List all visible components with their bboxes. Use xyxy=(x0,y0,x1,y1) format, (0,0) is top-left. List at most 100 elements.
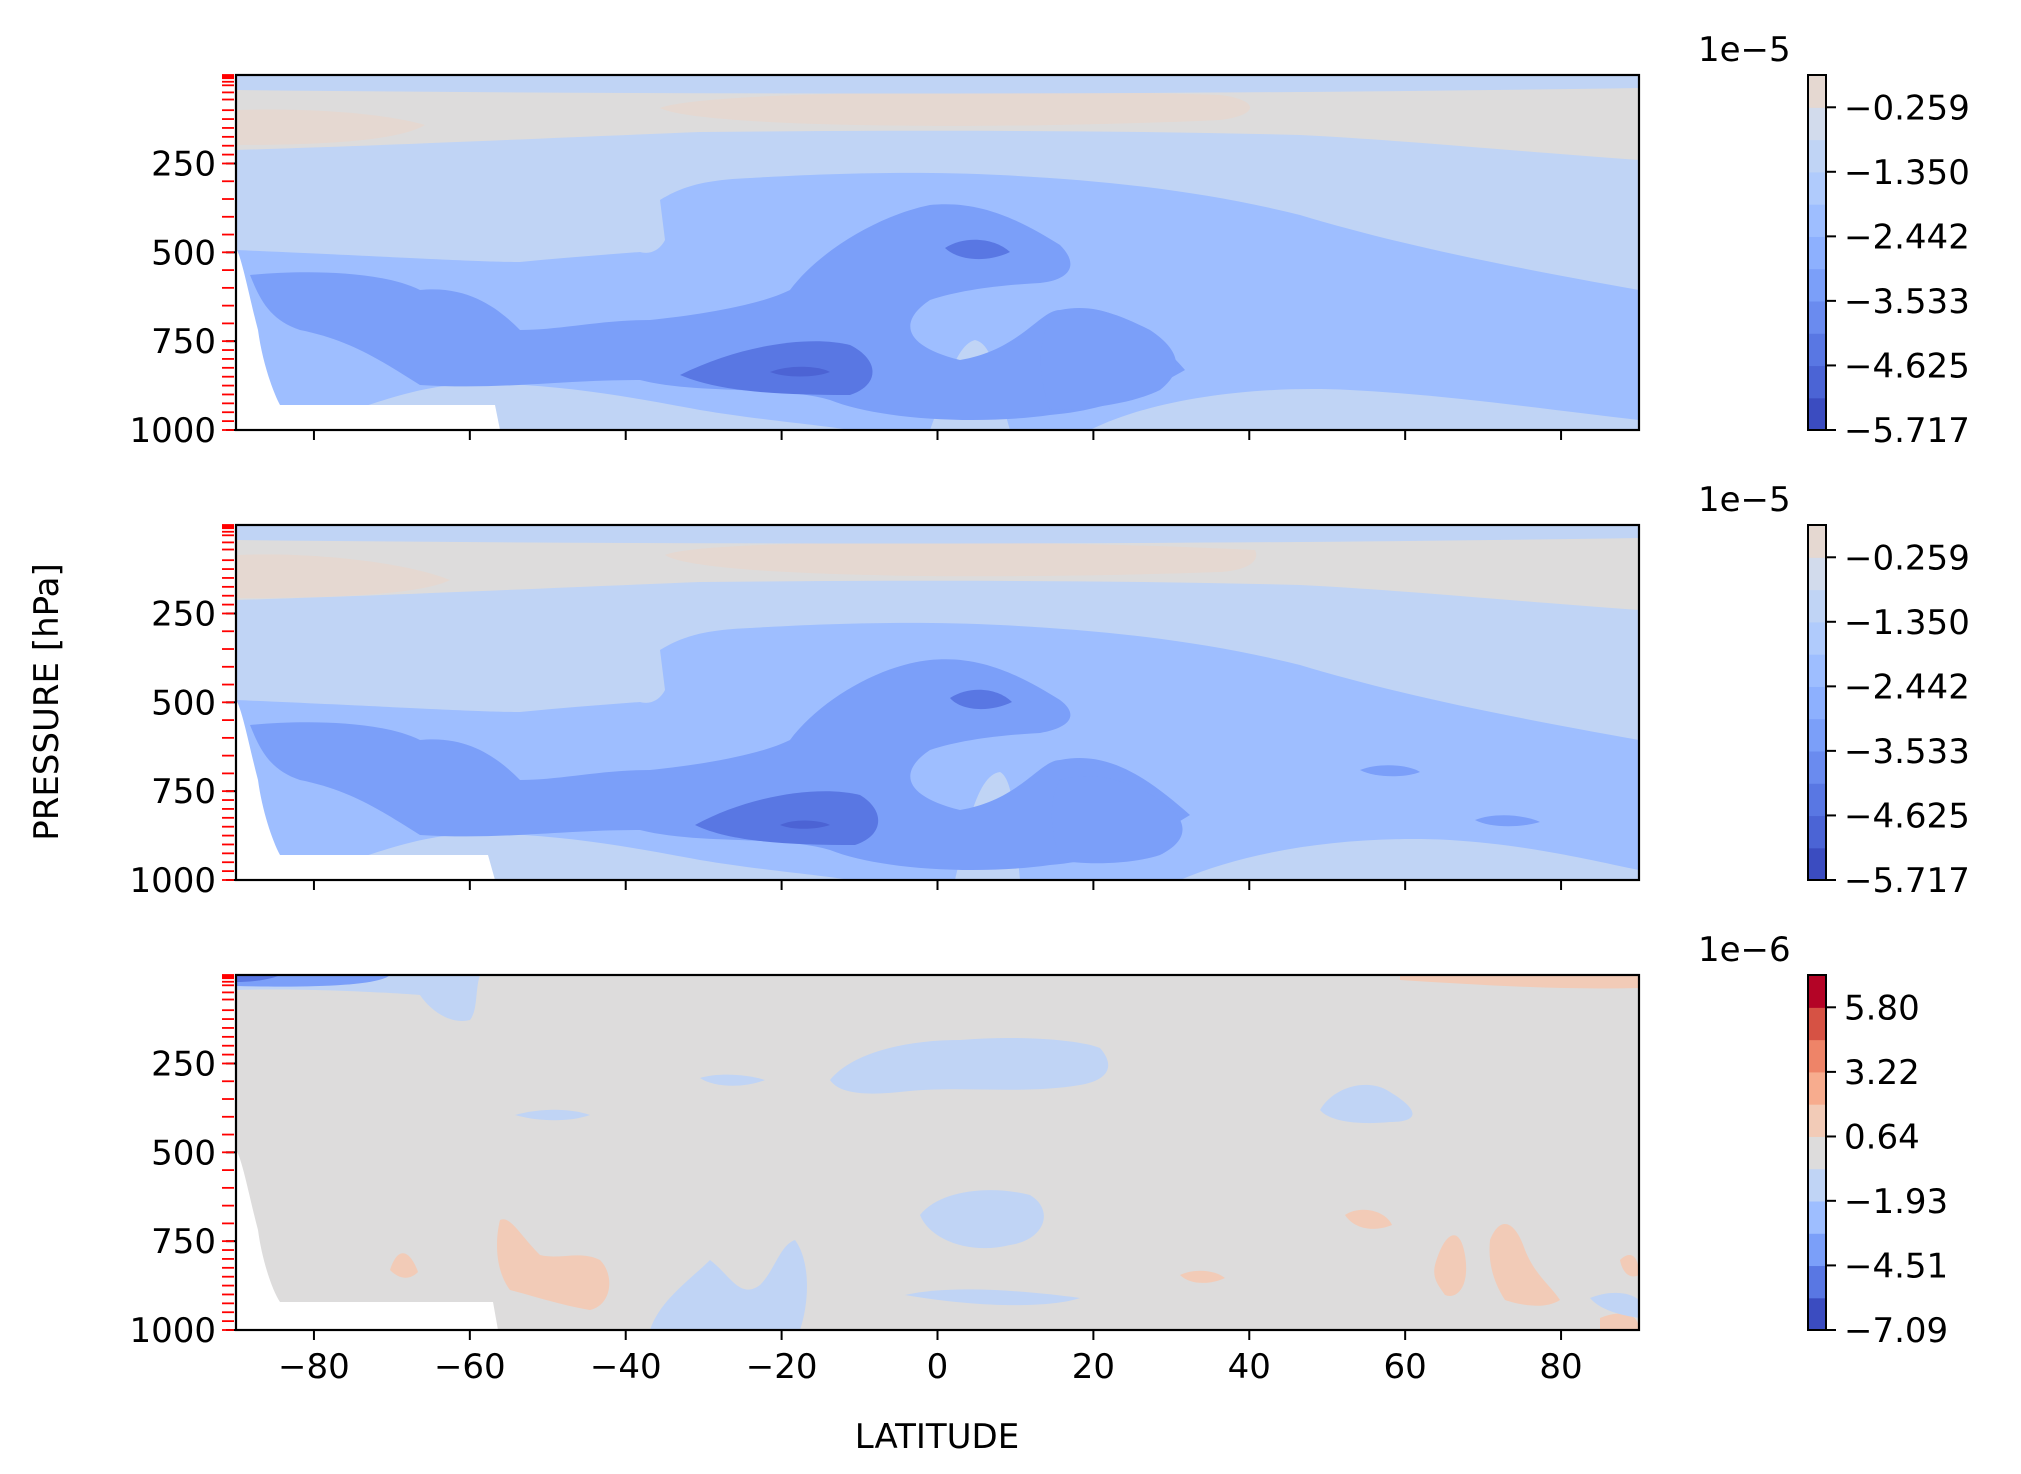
colorbar-tick-label: −3.533 xyxy=(1844,282,1970,322)
contour-fill-middle xyxy=(236,525,1639,880)
fill-level-0a xyxy=(250,204,1185,420)
y-tick-label: 500 xyxy=(151,683,216,723)
x-ticks-top xyxy=(312,430,1563,440)
fill-pos-blob-7 xyxy=(1620,1255,1639,1277)
colorbar-band xyxy=(1808,589,1826,623)
colorbar-band xyxy=(1808,236,1826,270)
colorbar-exponent: 1e−5 xyxy=(1698,480,1791,520)
y-tick-label: 500 xyxy=(151,1133,216,1173)
fill-level-0b xyxy=(1040,309,1177,410)
fill-neg-blob-6 xyxy=(650,1240,807,1330)
fill-neg-top-left-darker xyxy=(236,975,280,982)
fill-level-4b xyxy=(665,542,1257,577)
x-ticks-middle xyxy=(312,880,1563,890)
y-ticks-middle: 250 500 750 1000 xyxy=(129,594,236,901)
colorbar-tick-label: −0.259 xyxy=(1844,88,1970,128)
colorbar-band xyxy=(1808,1071,1826,1105)
panel-top: 250 500 750 1000 xyxy=(129,73,1641,451)
colorbar-band xyxy=(1808,204,1826,237)
colorbar-band xyxy=(1808,783,1826,817)
fill-neg-bottom-right xyxy=(1590,1292,1639,1318)
fill-pos-blob-1 xyxy=(497,1219,610,1310)
fill-neg-blob-2 xyxy=(700,1074,765,1086)
x-tick-label: −40 xyxy=(590,1347,662,1387)
fill-level-minus2 xyxy=(770,366,830,377)
colorbar-tick-label: −4.625 xyxy=(1844,346,1970,386)
fill-neg-blob-1 xyxy=(830,1037,1109,1094)
colorbar-tick-label: −2.442 xyxy=(1844,667,1970,707)
colorbar-frame xyxy=(1807,974,1827,1331)
level-ticks-bottom xyxy=(222,974,234,1331)
colorbar-band xyxy=(1808,1265,1826,1299)
colorbar-tick-label: −1.350 xyxy=(1844,153,1970,193)
colorbar-middle: −0.259 −1.350 −2.442 −3.533 −4.625 −5.717 1e−5 xyxy=(1698,480,1970,901)
x-tick-label: 40 xyxy=(1228,1347,1271,1387)
x-tick-label: 20 xyxy=(1072,1347,1115,1387)
y-tick-label: 750 xyxy=(151,1222,216,1262)
fill-level-5 xyxy=(236,75,1639,94)
fill-level-minus1b xyxy=(945,239,1010,260)
colorbar-tick-label: 0.64 xyxy=(1844,1117,1920,1157)
x-axis-title: LATITUDE xyxy=(855,1417,1019,1457)
colorbar-band xyxy=(1808,75,1826,108)
fill-pos-blob-5 xyxy=(1489,1223,1560,1306)
y-tick-label: 1000 xyxy=(129,1311,216,1351)
y-tick-label: 1000 xyxy=(129,861,216,901)
colorbar-band xyxy=(1808,686,1826,720)
colorbar-band xyxy=(1808,1168,1826,1202)
colorbar-band xyxy=(1808,1039,1826,1073)
y-tick-label: 250 xyxy=(151,594,216,634)
colorbar-tick-label: 5.80 xyxy=(1844,988,1920,1028)
fill-pos-bottom-right xyxy=(1600,1313,1639,1330)
fill-level-4 xyxy=(236,554,450,598)
missing-data-bottom xyxy=(236,1150,498,1330)
y-axis-title: PRESSURE [hPa] xyxy=(27,563,67,840)
colorbar-tick-label: −1.93 xyxy=(1844,1182,1948,1222)
fill-level-4b xyxy=(660,91,1250,126)
colorbar-tick-label: −5.717 xyxy=(1844,861,1970,901)
colorbar-band xyxy=(1808,139,1826,173)
fill-neg-top-left-dark xyxy=(236,975,390,987)
y-tick-label: 250 xyxy=(151,144,216,184)
fill-level-0c xyxy=(1360,765,1420,777)
colorbar-band xyxy=(1808,333,1826,367)
fill-level-minus1 xyxy=(695,791,879,845)
colorbar-band xyxy=(1808,847,1826,881)
fill-level-minus1b xyxy=(950,689,1012,710)
colorbar-band xyxy=(1808,1136,1826,1170)
x-tick-label: 80 xyxy=(1539,1347,1582,1387)
colorbar-tick-label: −2.442 xyxy=(1844,217,1970,257)
fill-pos-blob-6 xyxy=(1180,1270,1225,1283)
x-tick-label: 0 xyxy=(927,1347,949,1387)
colorbar-band xyxy=(1808,750,1826,784)
colorbar-band xyxy=(1808,107,1826,141)
y-tick-label: 250 xyxy=(151,1044,216,1084)
colorbar-tick-label: −5.717 xyxy=(1844,411,1970,451)
colorbar-band xyxy=(1808,397,1826,431)
x-tick-label: −20 xyxy=(746,1347,818,1387)
colorbar-band xyxy=(1808,718,1826,752)
colorbar-bottom: 5.80 3.22 0.64 −1.93 −4.51 −7.09 1e−6 xyxy=(1698,930,1948,1351)
colorbar-exponent: 1e−6 xyxy=(1698,930,1791,970)
colorbar-tick-label: −7.09 xyxy=(1844,1311,1948,1351)
colorbar-band xyxy=(1808,300,1826,334)
fill-level-2d xyxy=(1090,389,1639,430)
fill-neg-blob-7 xyxy=(905,1289,1080,1306)
fill-neg-blob-4 xyxy=(1320,1084,1413,1124)
colorbar-band xyxy=(1808,654,1826,687)
colorbar-band xyxy=(1808,525,1826,558)
y-tick-label: 750 xyxy=(151,772,216,812)
y-ticks-bottom: 250 500 750 1000 xyxy=(129,1044,236,1351)
missing-data-middle xyxy=(236,700,495,880)
colorbar-band xyxy=(1808,557,1826,591)
y-tick-label: 1000 xyxy=(129,411,216,451)
colorbar-frame xyxy=(1807,524,1827,881)
level-ticks-top xyxy=(222,74,234,431)
colorbar-exponent: 1e−5 xyxy=(1698,30,1791,70)
colorbar-tick-label: 3.22 xyxy=(1844,1053,1920,1093)
panel-middle: 250 500 750 1000 xyxy=(129,523,1641,901)
x-tick-label: −80 xyxy=(278,1347,350,1387)
y-ticks-top: 250 500 750 1000 xyxy=(129,144,236,451)
colorbar-band xyxy=(1808,365,1826,399)
